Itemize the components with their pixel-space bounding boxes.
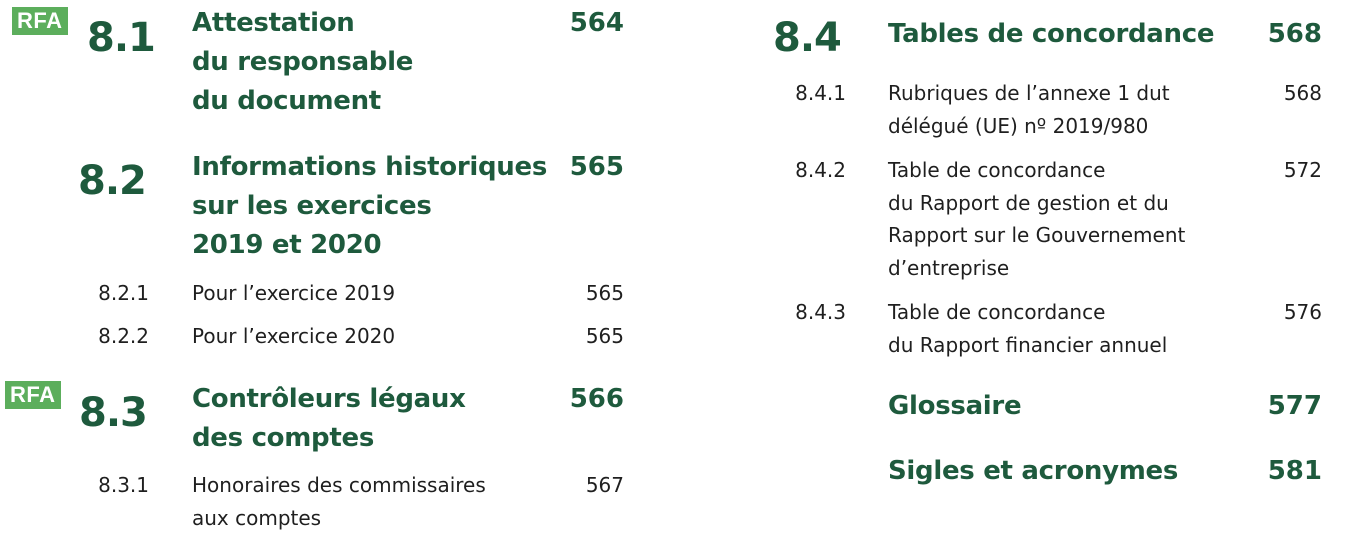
section-number: 8.1 bbox=[87, 15, 156, 61]
section-page: 564 bbox=[569, 8, 624, 38]
subsection-title: Table de concordance du Rapport de gesti… bbox=[888, 158, 1186, 280]
section-number: 8.4 bbox=[773, 15, 842, 61]
subsection-page: 572 bbox=[1283, 158, 1322, 182]
section-title: Glossaire bbox=[888, 391, 1022, 421]
section-page: 565 bbox=[569, 152, 624, 182]
section-number: 8.3 bbox=[79, 390, 148, 436]
subsection-page: 565 bbox=[585, 324, 624, 348]
section-page: 577 bbox=[1267, 391, 1322, 421]
subsection-title: Table de concordance du Rapport financie… bbox=[888, 300, 1168, 357]
subsection-page: 567 bbox=[585, 473, 624, 497]
section-page: 581 bbox=[1267, 456, 1322, 486]
subsection-page: 568 bbox=[1283, 81, 1322, 105]
subsection-title: Rubriques de l’annexe 1 dut délégué (UE)… bbox=[888, 81, 1170, 138]
rfa-badge: RFA bbox=[12, 7, 68, 35]
subsection-number: 8.2.1 bbox=[98, 281, 149, 305]
subsection-title: Pour l’exercice 2019 bbox=[192, 281, 396, 305]
subsection-number: 8.3.1 bbox=[98, 473, 149, 497]
subsection-number: 8.2.2 bbox=[98, 324, 149, 348]
section-title: Tables de concordance bbox=[888, 19, 1215, 49]
section-title: Sigles et acronymes bbox=[888, 456, 1179, 486]
rfa-badge: RFA bbox=[5, 381, 61, 409]
section-page: 568 bbox=[1267, 19, 1322, 49]
subsection-page: 576 bbox=[1283, 300, 1322, 324]
subsection-title: Pour l’exercice 2020 bbox=[192, 324, 396, 348]
section-title: Informations historiques sur les exercic… bbox=[192, 152, 548, 260]
section-title: Contrôleurs légaux des comptes bbox=[192, 384, 466, 453]
subsection-title: Honoraires des commissaires aux comptes bbox=[192, 473, 486, 530]
section-page: 566 bbox=[569, 384, 624, 414]
subsection-number: 8.4.2 bbox=[795, 158, 846, 182]
subsection-number: 8.4.3 bbox=[795, 300, 846, 324]
section-title: Attestation du responsable du document bbox=[192, 8, 414, 116]
subsection-page: 565 bbox=[585, 281, 624, 305]
section-number: 8.2 bbox=[78, 158, 147, 204]
subsection-number: 8.4.1 bbox=[795, 81, 846, 105]
